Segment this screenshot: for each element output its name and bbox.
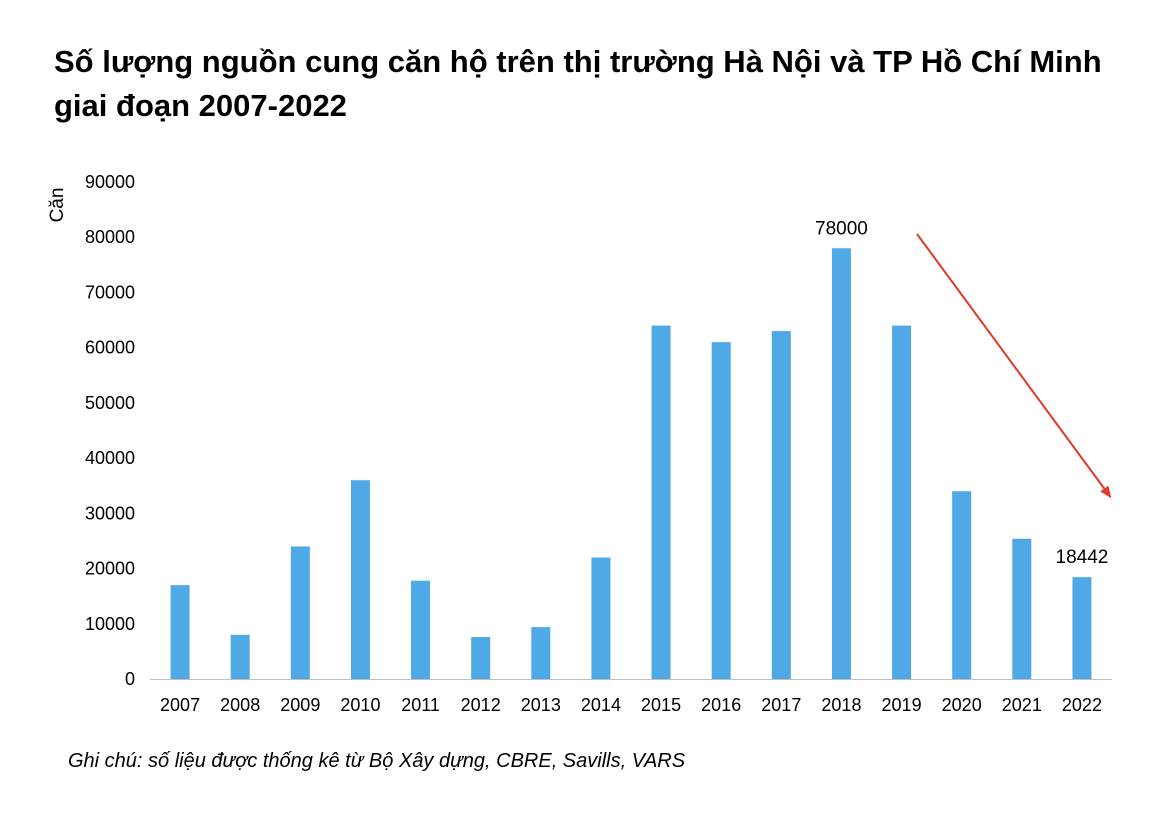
bar-2010 xyxy=(350,480,370,679)
y-tick-label: 80000 xyxy=(85,227,135,247)
y-tick-label: 40000 xyxy=(85,448,135,468)
bar-2021 xyxy=(1012,538,1032,679)
x-tick-label: 2014 xyxy=(581,695,621,715)
bar-2009 xyxy=(290,546,310,679)
x-tick-label: 2022 xyxy=(1062,695,1102,715)
bar-2019 xyxy=(892,325,912,679)
bar-2018 xyxy=(831,248,851,679)
bar-2017 xyxy=(771,331,791,679)
x-tick-label: 2015 xyxy=(641,695,681,715)
x-tick-label: 2021 xyxy=(1002,695,1042,715)
bar-2013 xyxy=(531,627,551,679)
data-label-2022: 18442 xyxy=(1056,547,1109,568)
x-tick-label: 2020 xyxy=(942,695,982,715)
x-tick-label: 2013 xyxy=(521,695,561,715)
x-tick-label: 2017 xyxy=(761,695,801,715)
x-tick-label: 2012 xyxy=(461,695,501,715)
bar-2022 xyxy=(1072,577,1092,679)
y-tick-label: 30000 xyxy=(85,503,135,523)
x-tick-label: 2009 xyxy=(280,695,320,715)
bar-2016 xyxy=(711,342,731,679)
x-tick-label: 2008 xyxy=(220,695,260,715)
bar-2020 xyxy=(952,491,972,679)
trend-arrow xyxy=(916,233,1112,499)
y-tick-label: 10000 xyxy=(85,614,135,634)
bar-2008 xyxy=(230,634,250,679)
y-axis-title: Căn xyxy=(47,188,68,223)
x-tick-label: 2019 xyxy=(882,695,922,715)
footnote: Ghi chú: số liệu được thống kê từ Bộ Xây… xyxy=(68,750,686,772)
x-tick-label: 2007 xyxy=(160,695,200,715)
x-tick-label: 2018 xyxy=(821,695,861,715)
bar-2012 xyxy=(471,637,491,679)
y-tick-label: 0 xyxy=(125,669,135,689)
bar-2014 xyxy=(591,557,611,679)
y-tick-label: 70000 xyxy=(85,282,135,302)
x-tick-label: 2016 xyxy=(701,695,741,715)
x-tick-label: 2011 xyxy=(401,695,440,715)
y-tick-label: 50000 xyxy=(85,393,135,413)
bar-2015 xyxy=(651,325,671,679)
chart-title: Số lượng nguồn cung căn hộ trên thị trườ… xyxy=(54,44,1102,123)
y-tick-label: 20000 xyxy=(85,559,135,579)
y-tick-label: 90000 xyxy=(85,172,135,192)
bar-2011 xyxy=(411,580,431,679)
bar-2007 xyxy=(170,585,190,679)
data-label-2018: 78000 xyxy=(815,218,868,239)
x-tick-label: 2010 xyxy=(340,695,380,715)
y-tick-label: 60000 xyxy=(85,338,135,358)
